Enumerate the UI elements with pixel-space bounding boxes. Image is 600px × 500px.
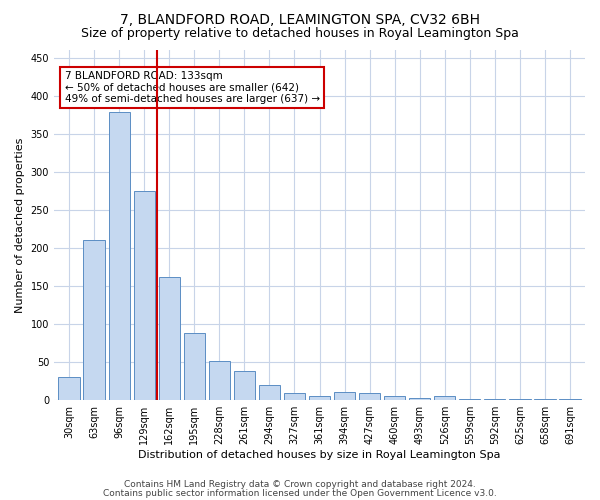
Text: 7 BLANDFORD ROAD: 133sqm
← 50% of detached houses are smaller (642)
49% of semi-: 7 BLANDFORD ROAD: 133sqm ← 50% of detach… xyxy=(65,71,320,104)
Y-axis label: Number of detached properties: Number of detached properties xyxy=(15,138,25,313)
X-axis label: Distribution of detached houses by size in Royal Leamington Spa: Distribution of detached houses by size … xyxy=(138,450,501,460)
Bar xyxy=(234,372,255,400)
Bar xyxy=(158,277,180,400)
Bar xyxy=(109,112,130,400)
Bar xyxy=(309,396,330,400)
Text: Size of property relative to detached houses in Royal Leamington Spa: Size of property relative to detached ho… xyxy=(81,28,519,40)
Bar xyxy=(359,392,380,400)
Bar xyxy=(209,360,230,400)
Bar xyxy=(409,398,430,400)
Text: Contains public sector information licensed under the Open Government Licence v3: Contains public sector information licen… xyxy=(103,488,497,498)
Text: 7, BLANDFORD ROAD, LEAMINGTON SPA, CV32 6BH: 7, BLANDFORD ROAD, LEAMINGTON SPA, CV32 … xyxy=(120,12,480,26)
Text: Contains HM Land Registry data © Crown copyright and database right 2024.: Contains HM Land Registry data © Crown c… xyxy=(124,480,476,489)
Bar xyxy=(58,378,80,400)
Bar xyxy=(334,392,355,400)
Bar xyxy=(384,396,406,400)
Bar xyxy=(434,396,455,400)
Bar xyxy=(284,392,305,400)
Bar xyxy=(83,240,105,400)
Bar xyxy=(259,385,280,400)
Bar xyxy=(184,333,205,400)
Bar xyxy=(134,191,155,400)
